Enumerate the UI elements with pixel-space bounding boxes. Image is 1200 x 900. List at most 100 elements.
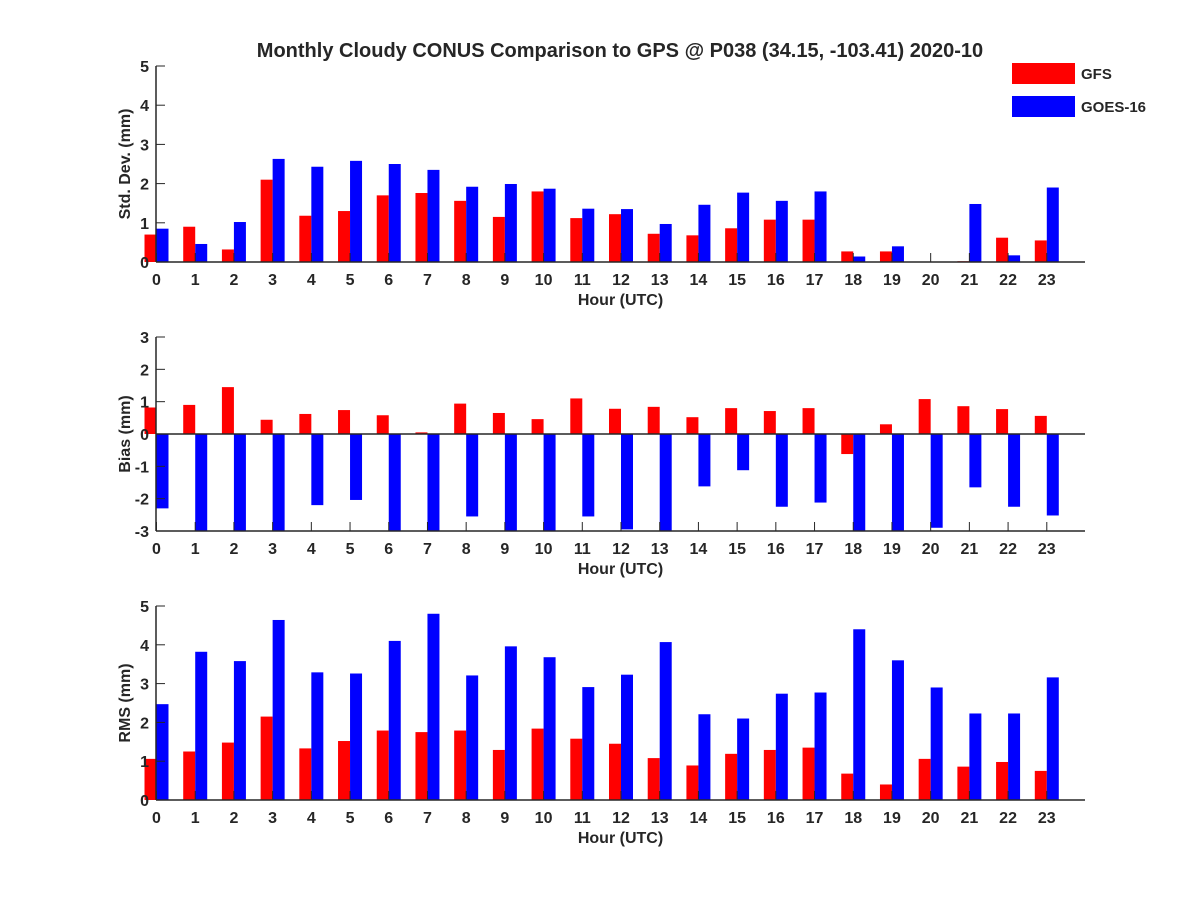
x-tick-label: 1: [191, 272, 200, 289]
bar-gfs-11: [570, 738, 583, 800]
bar-gfs-7: [415, 432, 428, 434]
bar-gfs-14: [686, 417, 699, 434]
bar-gfs-23: [1034, 240, 1047, 262]
bar-goes-16-18: [853, 434, 866, 531]
bar-goes-16-22: [1008, 713, 1021, 800]
bar-goes-16-18: [853, 256, 866, 262]
y-tick-label: 0: [140, 427, 149, 444]
y-tick-label: -3: [135, 524, 149, 541]
bar-goes-16-20: [930, 434, 943, 528]
x-tick-label: 21: [960, 272, 978, 289]
bar-goes-16-7: [427, 434, 440, 531]
bar-gfs-19: [879, 424, 892, 434]
x-tick-label: 23: [1038, 541, 1056, 558]
bar-gfs-19: [879, 784, 892, 800]
bar-gfs-12: [609, 408, 621, 434]
bar-goes-16-0: [156, 434, 169, 509]
bar-goes-16-14: [698, 714, 711, 800]
bar-gfs-13: [647, 233, 660, 262]
bar-gfs-15: [725, 408, 738, 434]
x-tick-label: 5: [346, 272, 355, 289]
bar-goes-16-15: [737, 718, 750, 800]
bar-gfs-3: [260, 179, 273, 262]
x-tick-label: 20: [922, 810, 940, 827]
bar-gfs-2: [221, 387, 234, 434]
bar-gfs-14: [686, 235, 699, 262]
x-tick-label: 5: [346, 810, 355, 827]
x-tick-label: 8: [462, 272, 471, 289]
bar-gfs-10: [531, 191, 544, 262]
x-tick-label: 6: [384, 541, 393, 558]
bar-goes-16-8: [466, 186, 479, 262]
x-tick-label: 17: [806, 272, 824, 289]
bar-goes-16-6: [388, 434, 401, 531]
x-tick-label: 11: [574, 272, 591, 289]
bar-goes-16-23: [1046, 434, 1059, 516]
x-tick-label: 9: [500, 541, 509, 558]
bar-gfs-0: [144, 407, 157, 434]
y-tick-label: 4: [140, 638, 149, 655]
bar-goes-16-13: [659, 223, 672, 262]
bar-goes-16-6: [388, 164, 401, 262]
x-tick-label: 10: [535, 810, 553, 827]
x-tick-label: 16: [767, 810, 785, 827]
bar-goes-16-12: [621, 674, 633, 800]
y-tick-label: -1: [135, 459, 149, 476]
bar-gfs-12: [609, 743, 621, 800]
bar-goes-16-4: [311, 434, 324, 506]
bar-gfs-6: [376, 730, 389, 800]
bar-goes-16-12: [621, 209, 633, 262]
x-axis-label: Hour (UTC): [578, 830, 663, 847]
x-tick-label: 15: [728, 272, 746, 289]
bar-goes-16-12: [621, 434, 633, 530]
x-tick-label: 9: [500, 272, 509, 289]
x-tick-label: 22: [999, 272, 1017, 289]
bar-gfs-18: [841, 434, 854, 455]
bar-goes-16-10: [543, 657, 556, 800]
x-tick-label: 1: [191, 810, 200, 827]
x-tick-label: 23: [1038, 272, 1056, 289]
bar-goes-16-14: [698, 204, 711, 262]
x-tick-label: 13: [651, 541, 669, 558]
x-tick-label: 14: [690, 541, 708, 558]
y-tick-label: 3: [140, 137, 149, 154]
x-tick-label: 3: [268, 272, 277, 289]
x-tick-label: 16: [767, 272, 785, 289]
bar-goes-16-1: [195, 651, 208, 800]
bar-gfs-17: [802, 408, 815, 434]
bar-goes-16-19: [891, 434, 904, 531]
bar-gfs-10: [531, 728, 544, 800]
x-tick-label: 12: [612, 810, 630, 827]
bar-gfs-22: [996, 409, 1009, 434]
x-tick-label: 8: [462, 541, 471, 558]
bar-gfs-4: [299, 215, 312, 262]
bar-goes-16-11: [582, 434, 595, 517]
x-tick-label: 11: [574, 810, 591, 827]
bar-gfs-2: [221, 249, 234, 262]
bar-goes-16-2: [233, 434, 246, 531]
bar-gfs-14: [686, 765, 699, 800]
y-tick-label: 3: [140, 330, 149, 347]
x-tick-label: 4: [307, 541, 316, 558]
bar-gfs-8: [454, 403, 467, 434]
bar-goes-16-0: [156, 704, 169, 800]
x-tick-label: 20: [922, 272, 940, 289]
bar-goes-16-21: [969, 434, 982, 488]
x-axis-label: Hour (UTC): [578, 292, 663, 309]
bar-gfs-13: [647, 758, 660, 800]
x-tick-label: 22: [999, 541, 1017, 558]
bar-gfs-4: [299, 413, 312, 434]
bar-goes-16-5: [350, 673, 363, 800]
bar-gfs-19: [879, 251, 892, 262]
bar-goes-16-17: [814, 191, 827, 262]
x-tick-label: 19: [883, 810, 901, 827]
x-tick-label: 7: [423, 272, 432, 289]
x-tick-label: 22: [999, 810, 1017, 827]
bar-gfs-9: [492, 749, 505, 800]
bar-goes-16-3: [272, 434, 285, 531]
y-tick-label: 4: [140, 98, 149, 115]
bar-gfs-11: [570, 398, 583, 434]
